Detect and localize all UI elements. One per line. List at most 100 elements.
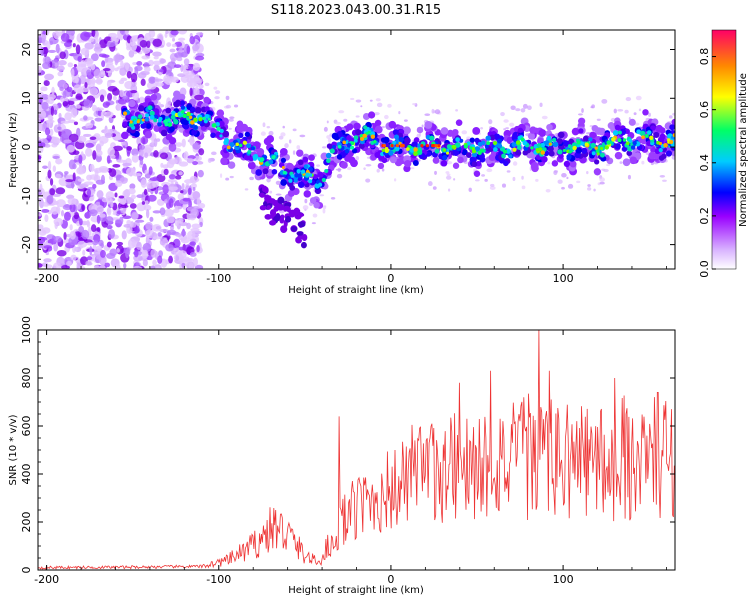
spectrogram-ridge-blob: [388, 150, 394, 156]
spectrogram-ridge-blob: [563, 160, 571, 168]
spectrogram-noise-blob: [194, 94, 204, 101]
spectrogram-ridge-blob: [568, 150, 572, 154]
spectrogram-ridge-blob: [247, 149, 252, 155]
spectrogram-noise-blob: [369, 99, 373, 102]
spectrogram-noise-blob: [80, 31, 91, 41]
spectrogram-noise-blob: [155, 266, 161, 269]
spectrogram-noise-blob: [85, 142, 94, 148]
spectrogram-noise-blob: [47, 169, 52, 179]
spectrogram-noise-blob: [127, 188, 136, 195]
spectrogram-ridge-blob: [409, 147, 415, 153]
spectrogram-noise-blob: [557, 179, 563, 184]
spectrogram-branch-blob: [296, 231, 304, 236]
spectrogram-noise-blob: [189, 241, 196, 246]
snr-plot-area: [38, 330, 675, 570]
spectrogram-noise-blob: [96, 206, 104, 213]
spectrogram-ridge-blob: [455, 119, 463, 126]
spectrogram-noise-blob: [260, 131, 266, 136]
spectrogram-ridge-blob: [121, 131, 129, 140]
spectrogram-noise-blob: [619, 161, 623, 164]
spectrogram-branch-blob: [266, 205, 271, 210]
spectrogram-noise-blob: [64, 171, 69, 175]
spectrogram-ridge-blob: [493, 147, 498, 152]
spectrogram-noise-blob: [110, 36, 120, 43]
spectrogram-ridge-blob: [520, 137, 525, 142]
spectrogram-noise-blob: [179, 190, 184, 194]
spectrogram-noise-blob: [76, 63, 87, 73]
spectrogram-noise-blob: [228, 118, 234, 122]
spectrogram-noise-blob: [166, 215, 175, 224]
spectrogram-ridge-blob: [567, 144, 572, 149]
spectrogram-ridge-blob: [305, 172, 310, 177]
spectrogram-noise-blob: [219, 173, 223, 178]
spectrogram-xtick-label: -100: [206, 272, 231, 285]
spectrogram-ridge-blob: [522, 149, 529, 156]
spectrogram-ridge-blob: [235, 142, 239, 147]
spectrogram-noise-blob: [561, 172, 567, 178]
spectrogram-ridge-blob: [353, 138, 358, 143]
spectrogram-noise-blob: [153, 236, 161, 240]
spectrogram-noise-blob: [106, 155, 111, 164]
spectrogram-ridge-blob: [535, 147, 540, 152]
spectrogram-ridge-blob: [297, 181, 305, 188]
spectrogram-noise-blob: [73, 121, 79, 126]
spectrogram-ridge-blob: [649, 135, 654, 141]
spectrogram-noise-blob: [148, 166, 153, 176]
snr-xlabel: Height of straight line (km): [288, 585, 424, 596]
spectrogram-noise-blob: [108, 229, 115, 239]
spectrogram-ridge-blob: [613, 130, 618, 135]
spectrogram-noise-blob: [94, 169, 99, 177]
spectrogram-ridge-blob: [280, 179, 287, 186]
spectrogram-ridge-blob: [207, 117, 211, 121]
spectrogram-noise-blob: [83, 133, 92, 138]
spectrogram-ridge-blob: [471, 149, 477, 154]
spectrogram-noise-blob: [63, 139, 72, 144]
spectrogram-noise-blob: [96, 190, 104, 199]
spectrogram-branch-blob: [269, 219, 277, 226]
spectrogram-ridge-blob: [590, 142, 596, 149]
spectrogram-ridge-blob: [508, 154, 513, 159]
spectrogram-noise-blob: [59, 86, 64, 91]
spectrogram-noise-blob: [167, 76, 175, 81]
spectrogram-noise-blob: [157, 232, 162, 237]
spectrogram-noise-blob: [140, 178, 147, 188]
snr-xtick-label: -100: [206, 573, 231, 586]
spectrogram-ridge-blob: [538, 147, 543, 152]
spectrogram-noise-blob: [176, 57, 183, 62]
spectrogram-noise-blob: [266, 126, 271, 129]
spectrogram-noise-blob: [168, 174, 176, 180]
spectrogram-ridge-blob: [342, 140, 347, 145]
spectrogram-noise-blob: [144, 32, 152, 41]
spectrogram-noise-blob: [115, 263, 121, 269]
spectrogram-noise-blob: [116, 248, 120, 253]
spectrogram-ridge-blob: [477, 150, 482, 155]
spectrogram-ridge-blob: [653, 152, 660, 160]
spectrogram-noise-blob: [126, 219, 132, 226]
spectrogram-noise-blob: [125, 62, 130, 71]
spectrogram-noise-blob: [123, 262, 127, 269]
spectrogram-ridge-blob: [296, 169, 301, 174]
spectrogram-noise-blob: [189, 175, 198, 184]
spectrogram-noise-blob: [106, 80, 112, 88]
spectrogram-noise-blob: [51, 143, 58, 148]
spectrogram-xtick-label: -200: [34, 272, 59, 285]
spectrogram-ridge-blob: [271, 168, 278, 175]
spectrogram-noise-blob: [141, 200, 146, 205]
spectrogram-noise-blob: [213, 86, 218, 90]
spectrogram-ridge-blob: [497, 138, 503, 144]
spectrogram-ridge-blob: [308, 179, 313, 184]
spectrogram-noise-blob: [115, 180, 123, 187]
spectrogram-noise-blob: [446, 173, 451, 176]
spectrogram-branch-blob: [277, 196, 285, 205]
spectrogram-noise-blob: [521, 185, 526, 190]
spectrogram-ridge-blob: [446, 129, 454, 137]
spectrogram-noise-blob: [434, 109, 441, 115]
spectrogram-noise-blob: [196, 32, 204, 36]
spectrogram-noise-blob: [144, 169, 149, 175]
spectrogram-ridge-blob: [202, 116, 206, 121]
spectrogram-noise-blob: [617, 108, 624, 112]
spectrogram-ridge-blob: [511, 142, 517, 148]
spectrogram-noise-blob: [120, 60, 124, 69]
spectrogram-ridge-blob: [222, 130, 230, 138]
spectrogram-ridge-blob: [540, 150, 545, 155]
